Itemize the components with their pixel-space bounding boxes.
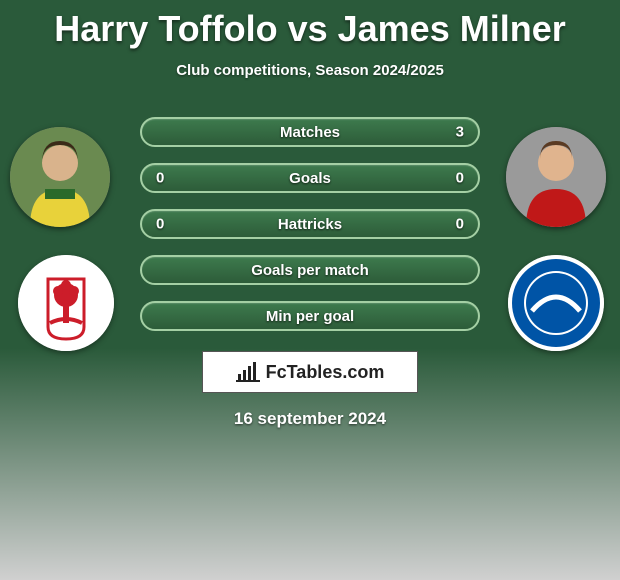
stat-label: Hattricks: [278, 216, 342, 233]
stat-label: Min per goal: [266, 308, 354, 325]
club-crest-icon: [508, 255, 604, 351]
stat-label: Goals per match: [251, 262, 369, 279]
stat-value-left: 0: [156, 216, 164, 233]
stat-row: 0 Goals 0: [140, 163, 480, 193]
brand-badge: FcTables.com: [202, 351, 418, 393]
comparison-panel: Matches 3 0 Goals 0 0 Hattricks 0 Goals …: [0, 109, 620, 349]
brand-text: FcTables.com: [266, 362, 385, 383]
stat-value-right: 0: [456, 216, 464, 233]
club-badge-left: [18, 255, 114, 351]
stats-list: Matches 3 0 Goals 0 0 Hattricks 0 Goals …: [140, 117, 480, 347]
player-avatar-icon: [10, 127, 110, 227]
date-label: 16 september 2024: [0, 409, 620, 429]
club-crest-icon: [18, 255, 114, 351]
stat-label: Goals: [289, 170, 331, 187]
player-photo-right: [506, 127, 606, 227]
bar-chart-icon: [236, 362, 260, 382]
stat-value-right: 3: [456, 124, 464, 141]
player-avatar-icon: [506, 127, 606, 227]
page-subtitle: Club competitions, Season 2024/2025: [0, 62, 620, 79]
stat-row: Min per goal: [140, 301, 480, 331]
club-badge-right: [508, 255, 604, 351]
page-title: Harry Toffolo vs James Milner: [0, 0, 620, 50]
stat-value-right: 0: [456, 170, 464, 187]
stat-row: Matches 3: [140, 117, 480, 147]
stat-row: 0 Hattricks 0: [140, 209, 480, 239]
stat-row: Goals per match: [140, 255, 480, 285]
stat-value-left: 0: [156, 170, 164, 187]
stat-label: Matches: [280, 124, 340, 141]
player-photo-left: [10, 127, 110, 227]
